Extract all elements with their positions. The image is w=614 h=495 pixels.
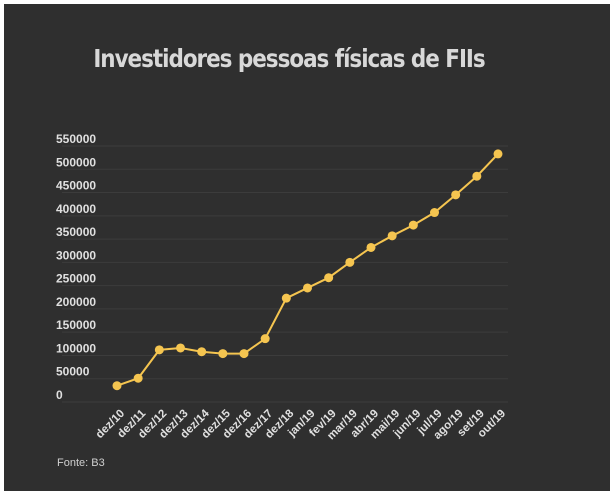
y-tick-label: 550000 <box>56 132 96 146</box>
data-point <box>176 343 185 353</box>
data-point <box>197 347 207 357</box>
chart-plot: 0 50000 100000 150000 200000 250000 300000 3500… <box>56 132 508 442</box>
series-line <box>116 153 499 387</box>
data-point <box>366 242 376 252</box>
chart-title: Investidores pessoas físicas de FIIs <box>93 44 485 73</box>
data-point <box>408 220 418 230</box>
y-tick-label: 0 <box>56 388 63 402</box>
y-tick-label: 250000 <box>56 272 96 286</box>
y-tick-label: 50000 <box>56 365 90 379</box>
data-point <box>324 273 334 283</box>
data-point <box>303 283 312 293</box>
data-point <box>112 381 122 391</box>
data-point <box>345 257 355 267</box>
data-point <box>387 231 397 241</box>
series-layer <box>112 149 503 391</box>
x-axis-ticks: dez/10dez/11dez/12dez/13dez/14dez/15dez/… <box>94 407 508 442</box>
y-tick-label: 100000 <box>56 341 96 355</box>
y-tick-label: 200000 <box>56 295 96 309</box>
data-point <box>133 373 143 383</box>
y-tick-label: 450000 <box>56 179 96 193</box>
y-tick-label: 300000 <box>56 248 96 262</box>
y-axis-ticks: 0 50000 100000 150000 200000 250000 300000 3500… <box>56 132 96 402</box>
data-point <box>493 149 503 159</box>
gridlines <box>62 145 508 403</box>
y-tick-label: 350000 <box>56 225 96 239</box>
data-point <box>472 171 482 181</box>
source-note: Fonte: B3 <box>57 457 105 469</box>
data-point <box>218 349 228 359</box>
data-point <box>154 345 164 355</box>
chart-panel: Investidores pessoas físicas de FIIs 0 50… <box>4 4 610 491</box>
data-point <box>430 208 439 218</box>
data-point <box>260 334 270 344</box>
data-point <box>239 349 249 359</box>
data-point <box>281 293 291 303</box>
data-point <box>451 190 461 200</box>
y-tick-label: 500000 <box>56 155 96 169</box>
y-tick-label: 400000 <box>56 202 96 216</box>
y-tick-label: 150000 <box>56 318 96 332</box>
